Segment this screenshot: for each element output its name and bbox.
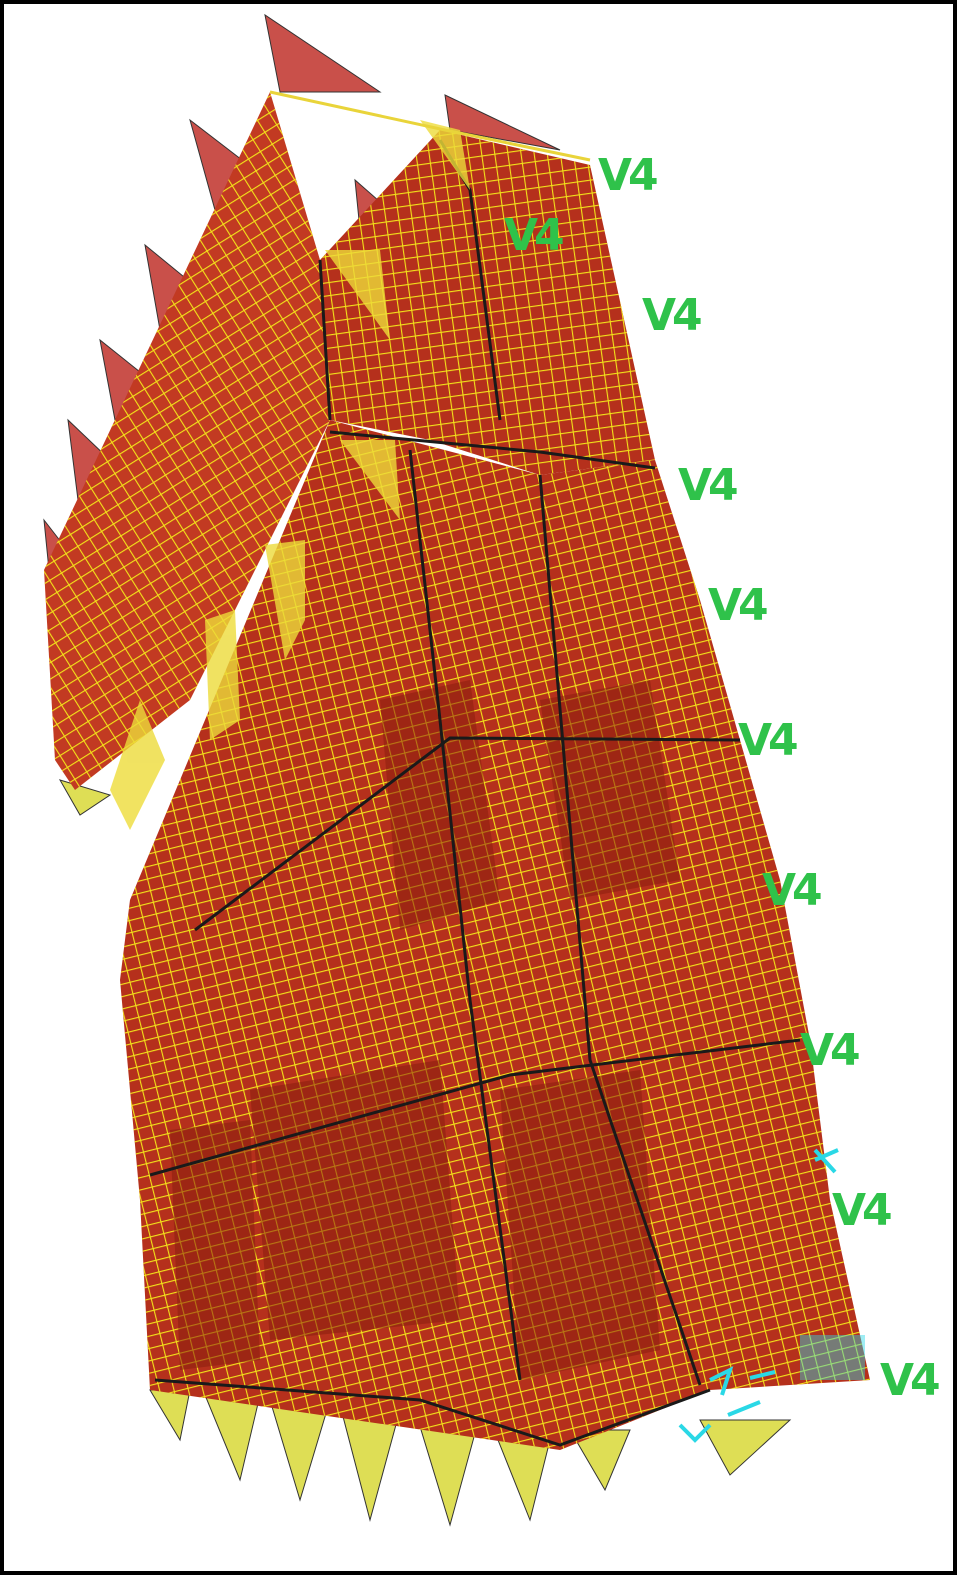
level-label: V4 [678,460,737,511]
load-triangle-red [264,13,382,93]
level-label: V4 [738,715,797,766]
level-label: V4 [598,150,657,201]
level-label: V4 [880,1355,939,1406]
load-triangle-yellow [149,1389,191,1442]
level-label: V4 [708,580,767,631]
dense-mesh-regions [170,680,680,1380]
level-label: V4 [762,865,821,916]
level-labels: V4 V4 V4 V4 V4 V4 V4 V4 V4 V4 [504,150,943,1406]
roof-opening-outline [269,90,591,162]
highlighted-panels [110,120,470,830]
load-triangle-red [444,94,561,151]
support-symbols [678,1148,865,1443]
level-label: V4 [832,1185,891,1236]
load-triangle-yellow [58,779,112,816]
level-label: V4 [800,1025,859,1076]
load-triangle-yellow [204,1394,261,1482]
wall-panel-upper-middle-mesh [320,130,655,475]
level-label: V4 [642,290,701,341]
load-triangle-yellow [699,1419,792,1476]
distributed-load-top-edge [43,13,561,581]
level-label: V4 [504,210,563,261]
wall-panel-left-wing-mesh [44,92,330,790]
